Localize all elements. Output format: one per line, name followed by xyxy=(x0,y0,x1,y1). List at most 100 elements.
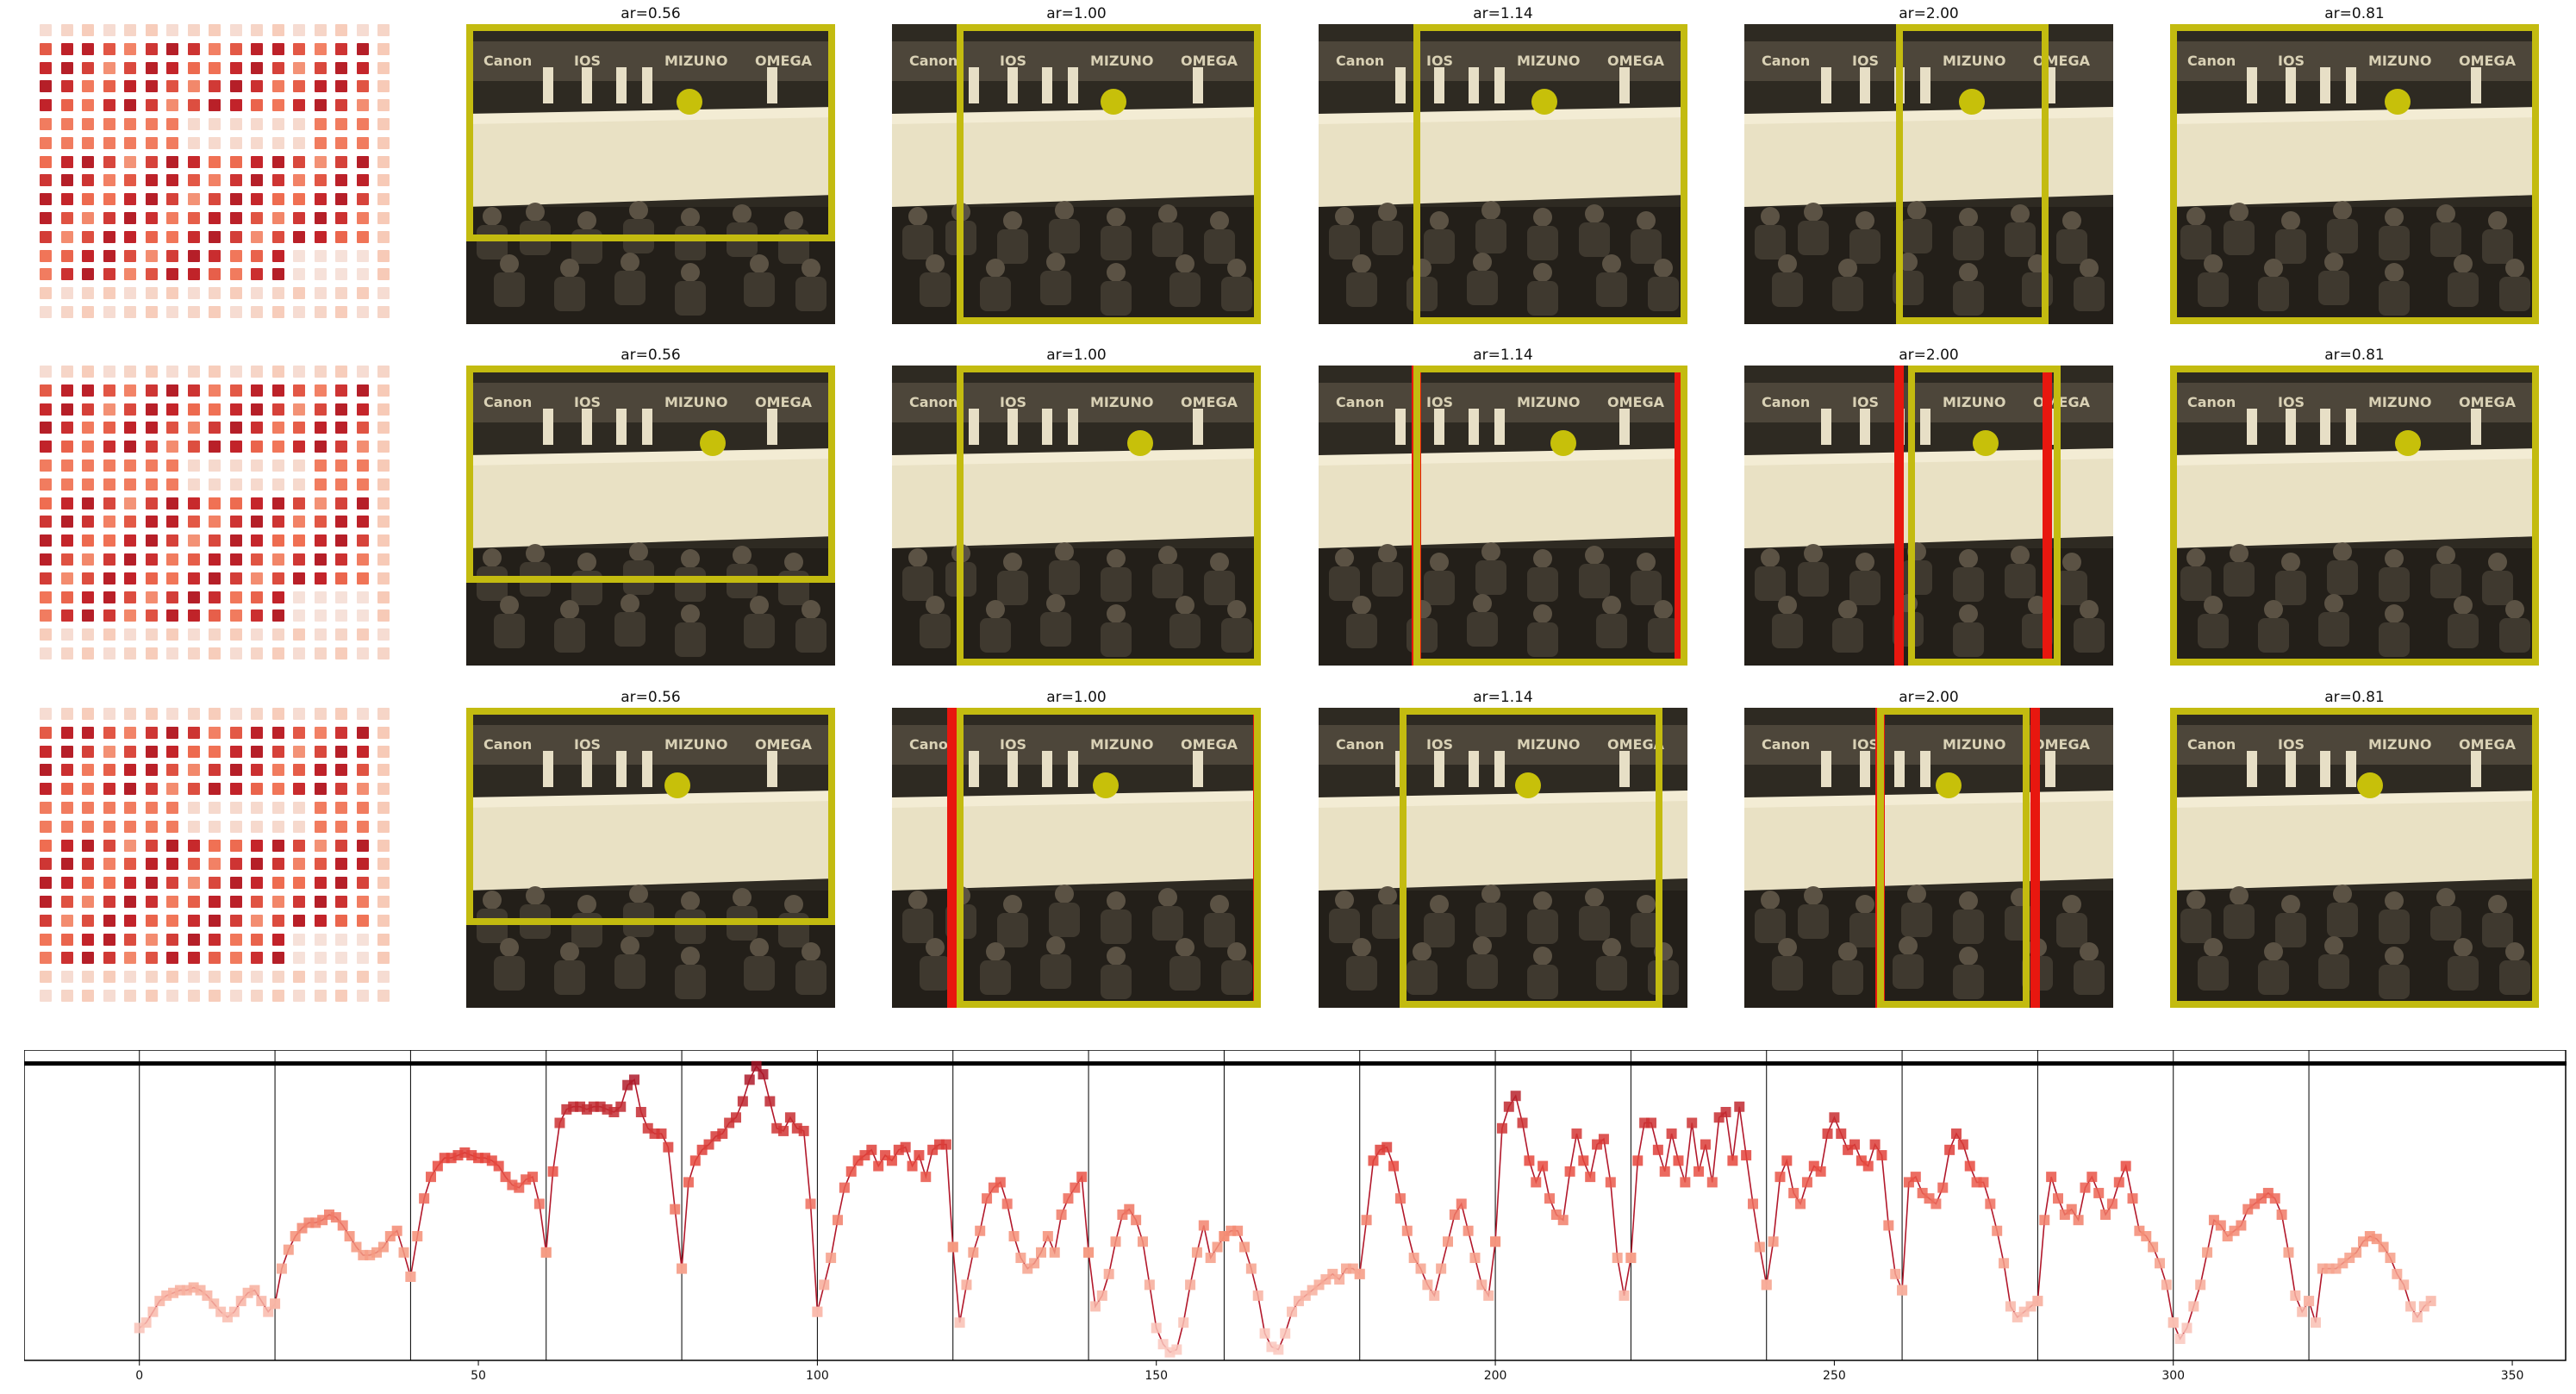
ring-person xyxy=(1068,751,1078,787)
heatmap-cell xyxy=(124,572,136,584)
data-point-marker xyxy=(1524,1155,1535,1166)
data-point-marker xyxy=(270,1298,281,1310)
ring-person xyxy=(2286,67,2296,103)
ring-person xyxy=(1469,67,1479,103)
data-point-marker xyxy=(1564,1166,1575,1177)
heatmap-cell xyxy=(103,249,115,262)
data-point-marker xyxy=(1239,1241,1250,1253)
heatmap-cell xyxy=(314,647,327,659)
spectator-head xyxy=(1003,553,1022,572)
heatmap-cell xyxy=(335,230,347,243)
heatmap-cell xyxy=(40,384,52,397)
spectator-body xyxy=(2379,567,2410,602)
heatmap-cell xyxy=(229,708,242,720)
spectator-head xyxy=(1838,259,1857,278)
ring-person xyxy=(767,67,777,103)
spectator-body xyxy=(795,618,826,653)
heatmap-cell xyxy=(229,820,242,833)
scene-banner-text: Canon xyxy=(909,736,957,753)
spectator-body xyxy=(1832,618,1863,653)
heatmap-cell xyxy=(103,459,115,472)
heatmap-cell xyxy=(124,212,136,224)
data-point-marker xyxy=(975,1225,986,1236)
heatmap-cell xyxy=(251,839,263,852)
heatmap-cell xyxy=(187,155,200,168)
ring-person xyxy=(2471,409,2481,445)
spectator-head xyxy=(1959,208,1978,227)
data-point-marker xyxy=(2167,1317,2179,1328)
ring-person xyxy=(1007,67,1018,103)
spectator-body xyxy=(1849,229,1881,264)
heatmap-cell xyxy=(229,99,242,112)
data-point-marker xyxy=(1036,1247,1046,1258)
heatmap-cell xyxy=(40,174,52,187)
heatmap-cell xyxy=(82,306,94,318)
data-point-marker xyxy=(290,1231,301,1241)
heatmap-cell xyxy=(377,708,390,720)
heatmap-cell xyxy=(166,384,178,397)
spectator-head xyxy=(1210,895,1229,914)
ring-person xyxy=(1469,751,1479,787)
heatmap-cell xyxy=(82,174,94,187)
heatmap-cell xyxy=(293,80,305,93)
heatmap-cell xyxy=(145,839,158,852)
heatmap-cell xyxy=(335,914,347,927)
heatmap-cell xyxy=(187,802,200,814)
spectator-head xyxy=(1602,596,1621,615)
heatmap-cell xyxy=(356,459,369,472)
heatmap-cell xyxy=(293,478,305,491)
crop-box xyxy=(1413,24,1687,324)
heatmap-cell xyxy=(356,155,369,168)
data-point-marker xyxy=(1801,1177,1812,1188)
data-point-marker xyxy=(493,1160,504,1172)
spectator-body xyxy=(997,229,1028,264)
heatmap-cell xyxy=(82,877,94,890)
data-point-marker xyxy=(663,1141,674,1153)
ring-person xyxy=(1434,409,1444,445)
heatmap-cell xyxy=(103,839,115,852)
scene-banner-text: IOS xyxy=(1852,394,1879,410)
spectator-head xyxy=(2385,263,2404,282)
scene-banner-text: IOS xyxy=(2278,394,2305,410)
scene-banner-text: OMEGA xyxy=(2033,736,2091,753)
heatmap-cell xyxy=(293,609,305,622)
heatmap-cell xyxy=(251,80,263,93)
data-point-marker xyxy=(1612,1253,1623,1264)
spectator-head xyxy=(926,596,945,615)
data-point-marker xyxy=(419,1193,430,1204)
spectator-body xyxy=(1596,614,1627,648)
heatmap-cell xyxy=(124,287,136,300)
heatmap-cell xyxy=(187,553,200,566)
heatmap-cell xyxy=(356,647,369,659)
data-point-marker xyxy=(751,1060,762,1072)
heatmap-cell xyxy=(187,384,200,397)
ring-person xyxy=(1193,751,1203,787)
heatmap-cell xyxy=(293,708,305,720)
heatmap-cell xyxy=(251,268,263,281)
heatmap-cell xyxy=(356,820,369,833)
heatmap-cell xyxy=(103,155,115,168)
heatmap-cell xyxy=(124,820,136,833)
heatmap-cell xyxy=(293,783,305,796)
heatmap-cell xyxy=(209,572,221,584)
heatmap-cell xyxy=(103,708,115,720)
heatmap-cell xyxy=(335,764,347,777)
spectator-head xyxy=(560,259,579,278)
panel-title: ar=0.81 xyxy=(2324,5,2385,22)
heatmap-cell xyxy=(124,99,136,112)
heatmap-cell xyxy=(335,609,347,622)
heatmap-cell xyxy=(251,802,263,814)
spectator-head xyxy=(1003,895,1022,914)
ring-person xyxy=(1395,409,1406,445)
spectator-body xyxy=(744,956,775,991)
spectator-body xyxy=(1049,903,1080,937)
crop-box xyxy=(2170,24,2539,324)
spectator-body xyxy=(477,225,508,259)
heatmap-cell xyxy=(271,99,284,112)
ring-person xyxy=(1395,67,1406,103)
spectator-head xyxy=(1761,207,1780,226)
heatmap-cell xyxy=(60,366,73,378)
heatmap-cell xyxy=(124,422,136,434)
heatmap-cell xyxy=(187,174,200,187)
heatmap-cell xyxy=(271,572,284,584)
